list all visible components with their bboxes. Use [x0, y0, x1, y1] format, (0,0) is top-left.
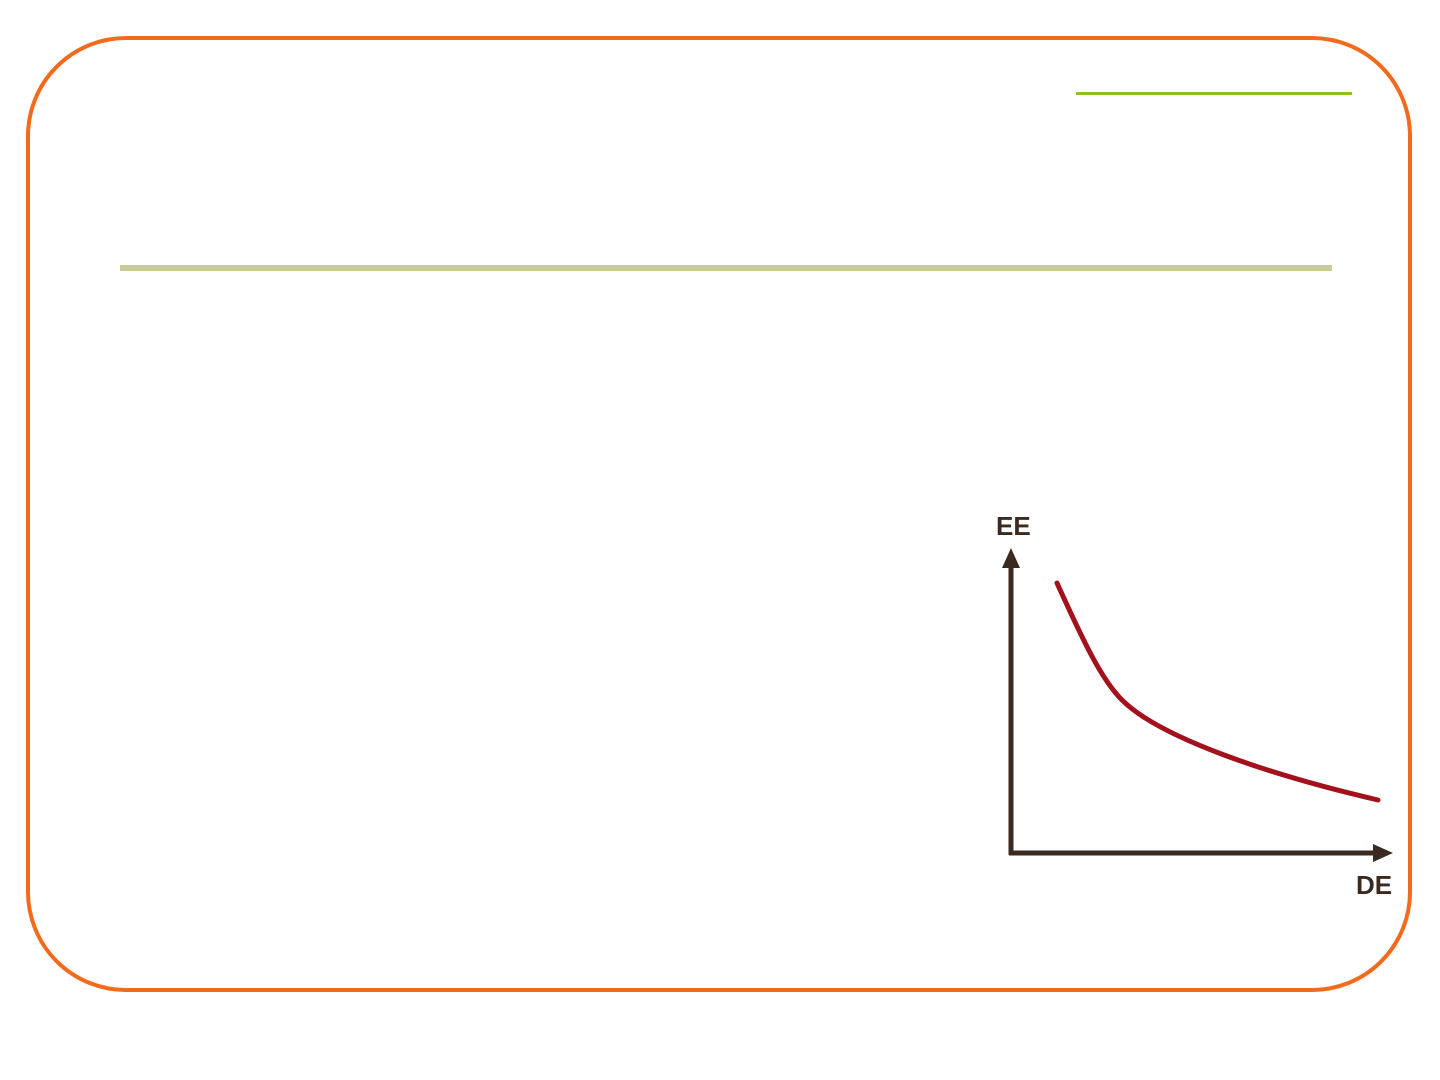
accent-line [1076, 92, 1352, 95]
slide-frame [26, 36, 1412, 992]
title-rule [120, 265, 1332, 271]
